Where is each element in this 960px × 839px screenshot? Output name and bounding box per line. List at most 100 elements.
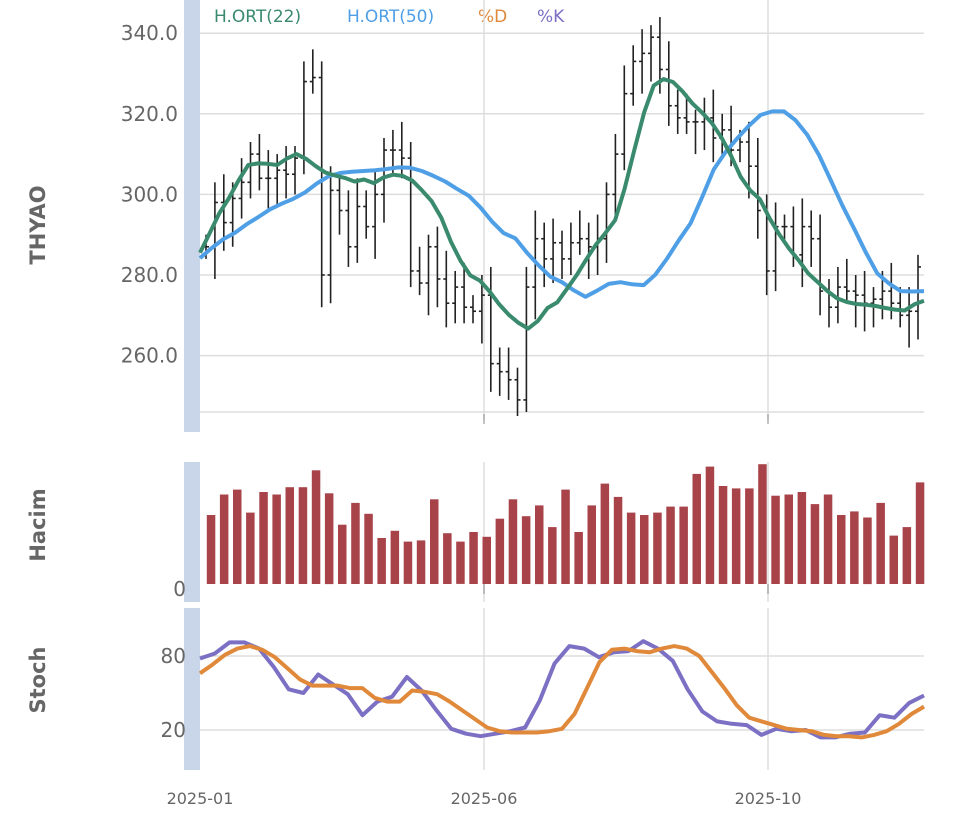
- legend-pct-d: %D: [478, 7, 507, 27]
- ohlc-bar: [621, 65, 628, 171]
- x-tick-label: 2025-01: [167, 789, 234, 808]
- ohlc-bar: [550, 218, 557, 284]
- volume-bar: [430, 499, 439, 584]
- ohlc-bar: [861, 270, 868, 332]
- ohlc-bar: [915, 254, 921, 340]
- ohlc-bar: [585, 222, 592, 280]
- volume-bar: [548, 527, 557, 584]
- chart-layers: 260.0 280.0 300.0 320.0 340.0 THYAO Hacim 0 20 80…: [26, 0, 926, 808]
- ohlc-bar: [567, 222, 574, 275]
- volume-bar: [626, 512, 636, 584]
- ohlc-bar: [470, 295, 476, 324]
- ohlc-bar: [612, 133, 619, 215]
- ohlc-bar: [817, 214, 824, 316]
- volume-bar: [521, 516, 531, 584]
- volume-bar: [508, 499, 518, 584]
- volume-bar: [745, 488, 754, 584]
- ohlc-bar: [808, 210, 815, 267]
- ohlc-bar: [434, 226, 441, 308]
- stoch-ytick-label: 20: [161, 718, 186, 742]
- ohlc-bar: [648, 25, 654, 82]
- legend-ma22: H.ORT(22): [214, 7, 301, 27]
- volume-bar: [246, 512, 255, 584]
- ohlc-bar: [514, 367, 521, 417]
- volume-bar: [889, 535, 898, 584]
- volume-bar: [666, 506, 675, 584]
- volume-bar: [311, 470, 321, 584]
- volume-bar: [351, 502, 360, 584]
- volume-bar: [390, 530, 400, 584]
- ohlc-bar: [843, 258, 850, 304]
- stoch-ytick-label: 80: [161, 644, 186, 668]
- stoch-axis-label: Stoch: [26, 647, 50, 714]
- volume-bar: [233, 489, 242, 584]
- ohlc-bar: [665, 41, 672, 126]
- volume-bar: [377, 538, 386, 584]
- volume-bar: [324, 493, 334, 585]
- volume-bar: [850, 511, 859, 584]
- x-tick-label: 2025-06: [451, 789, 518, 808]
- volume-bar: [876, 502, 885, 584]
- volume-bar: [443, 533, 452, 584]
- ohlc-bar: [461, 262, 468, 324]
- volume-axis-label: Hacim: [26, 488, 50, 561]
- ohlc-bar: [639, 29, 646, 94]
- ohlc-bar: [238, 158, 245, 219]
- ohlc-bar: [407, 142, 414, 288]
- volume-bar: [810, 504, 820, 584]
- series-ma50-line: [198, 109, 925, 299]
- volume-bar: [535, 505, 544, 585]
- ohlc-bar: [834, 266, 841, 324]
- ohlc-bar: [318, 61, 325, 308]
- ohlc-bar: [826, 279, 832, 328]
- ohlc-bar: [754, 137, 761, 239]
- volume-bar: [259, 492, 268, 584]
- axis-band-price: [184, 0, 200, 432]
- ohlc-bar: [381, 137, 387, 223]
- price-ytick-label: 340.0: [121, 21, 178, 45]
- axis-band-stoch: [184, 608, 200, 770]
- ohlc-bar: [345, 190, 352, 267]
- ohlc-bar: [799, 198, 806, 288]
- volume-bar: [482, 536, 491, 584]
- volume-bar: [561, 489, 570, 584]
- volume-bar: [653, 512, 662, 584]
- ohlc-bar: [496, 347, 503, 396]
- volume-bars: [206, 464, 925, 585]
- ohlc-bar: [541, 222, 548, 288]
- ohlc-bar: [336, 178, 343, 235]
- ohlc-bar: [505, 347, 512, 400]
- volume-bar: [403, 541, 413, 584]
- ohlc-bar: [630, 45, 637, 106]
- ohlc-bar: [897, 287, 904, 328]
- volume-bar: [679, 506, 688, 584]
- ohlc-bar: [416, 246, 423, 296]
- volume-bar: [718, 486, 728, 584]
- ohlc-bar: [487, 266, 494, 392]
- ohlc-bar: [425, 234, 432, 316]
- volume-bar: [915, 482, 925, 584]
- price-ytick-label: 260.0: [121, 344, 178, 368]
- volume-bar: [285, 487, 294, 584]
- price-axis-label: THYAO: [26, 185, 50, 264]
- volume-bar: [758, 464, 767, 584]
- ohlc-bar: [327, 166, 334, 304]
- ohlc-bar: [309, 49, 316, 94]
- price-ytick-label: 320.0: [121, 102, 178, 126]
- ohlc-bar: [363, 190, 370, 239]
- legend-pct-k: %K: [537, 7, 565, 27]
- volume-bar: [495, 518, 505, 584]
- ohlc-bar: [701, 97, 708, 151]
- axis-band-volume: [184, 462, 200, 602]
- volume-bar: [416, 540, 426, 584]
- volume-bar: [731, 488, 741, 584]
- ohlc-bar: [443, 250, 450, 328]
- ohlc-bar: [247, 142, 254, 199]
- volume-bar: [784, 494, 793, 584]
- volume-bar: [574, 532, 583, 584]
- ohlc-bar: [532, 210, 539, 320]
- series-pct-d-line: [198, 644, 926, 740]
- ohlc-bar: [265, 150, 272, 211]
- ohlc-bar: [478, 274, 485, 344]
- ohlc-bar: [523, 266, 530, 412]
